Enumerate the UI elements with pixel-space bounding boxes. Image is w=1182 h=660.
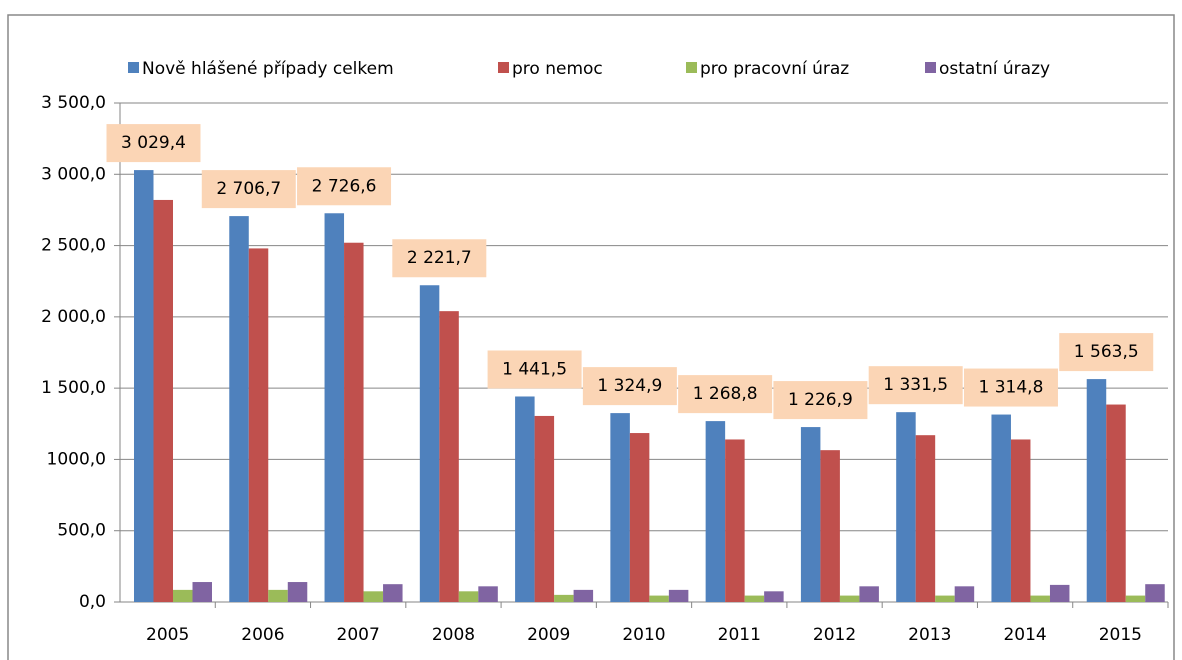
- bar: [268, 589, 288, 602]
- x-tick-label: 2012: [813, 625, 856, 645]
- bar: [668, 589, 689, 602]
- value-label-box: [392, 239, 487, 278]
- bar: [800, 427, 821, 602]
- bar: [610, 413, 630, 602]
- value-label: 1 226,9: [788, 390, 853, 410]
- bar: [896, 412, 916, 602]
- value-label: 1 563,5: [1074, 342, 1139, 362]
- bar: [1145, 584, 1165, 602]
- value-label-box: [1059, 333, 1154, 372]
- bar: [820, 450, 840, 602]
- x-tick-label: 2011: [718, 625, 761, 645]
- x-tick-label: 2009: [527, 625, 570, 645]
- bar: [649, 595, 669, 602]
- legend-swatch: [686, 62, 697, 73]
- bar: [705, 421, 726, 602]
- x-tick-label: 2014: [1003, 625, 1046, 645]
- bar: [1010, 439, 1031, 602]
- value-label-box: [963, 368, 1058, 407]
- y-tick-label: 1 500,0: [41, 378, 106, 398]
- bar: [173, 589, 193, 602]
- value-label: 1 314,8: [979, 378, 1044, 398]
- legend-label: Nově hlášené případy celkem: [142, 59, 394, 79]
- bar: [935, 595, 955, 602]
- y-tick-label: 1000,0: [47, 449, 106, 469]
- bar: [363, 591, 384, 602]
- bar: [954, 586, 975, 602]
- bar: [134, 170, 154, 602]
- legend-label: pro nemoc: [512, 59, 603, 79]
- y-tick-label: 3 000,0: [41, 164, 106, 184]
- bar: [458, 591, 479, 602]
- bar: [725, 439, 745, 602]
- value-label-box: [297, 167, 392, 206]
- y-tick-label: 500,0: [57, 521, 106, 541]
- value-label: 3 029,4: [121, 133, 186, 153]
- bar: [383, 584, 403, 602]
- value-label-box: [582, 367, 677, 406]
- bar: [554, 594, 574, 602]
- value-label: 1 324,9: [597, 376, 662, 396]
- x-tick-label: 2006: [241, 625, 284, 645]
- value-label: 1 268,8: [693, 384, 758, 404]
- value-label: 2 706,7: [216, 179, 281, 199]
- bar: [229, 216, 249, 602]
- chart-frame: [7, 14, 1175, 660]
- x-tick-label: 2005: [146, 625, 189, 645]
- bar: [915, 435, 936, 602]
- bar: [324, 213, 345, 602]
- bar: [192, 582, 212, 602]
- bar: [1125, 595, 1146, 602]
- legend-label: ostatní úrazy: [939, 59, 1050, 79]
- legend-swatch: [925, 62, 936, 73]
- bar: [534, 415, 555, 602]
- bar: [573, 589, 594, 602]
- bar: [1086, 379, 1107, 602]
- bar: [478, 586, 498, 602]
- value-label-box: [487, 350, 582, 389]
- x-tick-label: 2007: [337, 625, 380, 645]
- bar: [764, 591, 784, 602]
- bar: [859, 586, 879, 602]
- value-label: 2 221,7: [407, 248, 472, 268]
- bar: [344, 242, 364, 602]
- bar: [744, 595, 765, 602]
- bar: [287, 582, 308, 602]
- x-tick-label: 2013: [908, 625, 951, 645]
- bar: [153, 199, 173, 602]
- bar: [991, 414, 1011, 602]
- bar: [419, 285, 440, 602]
- legend-swatch: [128, 62, 139, 73]
- value-label: 1 441,5: [502, 359, 567, 379]
- legend-swatch: [498, 62, 509, 73]
- bar: [1049, 584, 1070, 602]
- value-label-box: [106, 124, 201, 163]
- value-label-box: [678, 375, 773, 414]
- y-tick-label: 2 000,0: [41, 307, 106, 327]
- y-tick-label: 2 500,0: [41, 236, 106, 256]
- y-tick-label: 0,0: [79, 592, 106, 612]
- bar: [629, 433, 650, 602]
- value-label: 1 331,5: [883, 375, 948, 395]
- bar: [515, 396, 535, 602]
- bar: [248, 248, 269, 602]
- y-tick-label: 3 500,0: [41, 93, 106, 113]
- value-label-box: [201, 170, 296, 209]
- x-tick-label: 2010: [622, 625, 665, 645]
- x-tick-label: 2015: [1099, 625, 1142, 645]
- bar: [439, 311, 459, 602]
- x-tick-label: 2008: [432, 625, 475, 645]
- value-label: 2 726,6: [312, 176, 377, 196]
- value-label-box: [868, 366, 963, 405]
- bar: [1030, 595, 1050, 602]
- value-label-box: [773, 381, 868, 420]
- legend-label: pro pracovní úraz: [700, 59, 849, 79]
- bar: [839, 595, 860, 602]
- bar: [1106, 404, 1126, 602]
